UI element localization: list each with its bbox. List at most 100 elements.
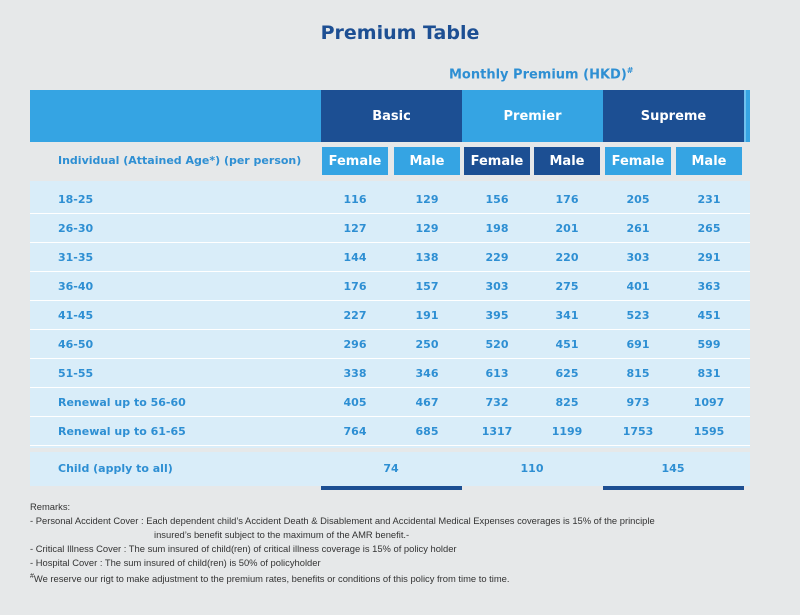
table-row	[30, 243, 750, 272]
premium-cell: 1317	[481, 425, 513, 438]
remarks-heading: Remarks:	[30, 501, 71, 512]
table-row	[30, 301, 750, 330]
premium-cell: 129	[415, 222, 439, 235]
age-band-label: 36-40	[58, 280, 94, 293]
supreme-underline	[603, 486, 744, 490]
gender-header-basic-female: Female	[322, 147, 388, 175]
table-row	[30, 185, 750, 214]
premium-cell: 685	[415, 425, 439, 438]
age-band-label: 18-25	[58, 193, 94, 206]
child-value-basic: 74	[383, 462, 399, 475]
premium-cell: 467	[415, 396, 439, 409]
remark-critical-illness: - Critical Illness Cover : The sum insur…	[30, 543, 457, 554]
individual-label: Individual (Attained Age*) (per person)	[58, 154, 302, 167]
premium-cell: 116	[343, 193, 367, 206]
basic-underline	[321, 486, 462, 490]
premium-cell: 303	[485, 280, 509, 293]
premium-cell: 265	[697, 222, 721, 235]
premium-cell: 191	[415, 309, 439, 322]
child-label: Child (apply to all)	[58, 462, 173, 475]
premium-cell: 338	[343, 367, 367, 380]
premium-cell: 291	[697, 251, 721, 264]
premium-cell: 303	[626, 251, 650, 264]
table-row	[30, 388, 750, 417]
premium-cell: 129	[415, 193, 439, 206]
premium-cell: 625	[555, 367, 579, 380]
premium-cell: 341	[555, 309, 579, 322]
premium-cell: 176	[555, 193, 579, 206]
premium-cell: 296	[343, 338, 367, 351]
gender-header-supreme-male: Male	[676, 147, 742, 175]
monthly-premium-label: Monthly Premium (HKD)	[449, 67, 627, 83]
premium-cell: 229	[485, 251, 509, 264]
premium-cell: 973	[626, 396, 650, 409]
premium-cell: 815	[626, 367, 650, 380]
remark-hospital: - Hospital Cover : The sum insured of ch…	[30, 557, 321, 568]
gender-header-supreme-female: Female	[605, 147, 671, 175]
table-row	[30, 359, 750, 388]
premium-cell: 261	[626, 222, 650, 235]
gender-header-premier-female: Female	[464, 147, 530, 175]
child-row	[30, 452, 750, 486]
premium-cell: 1595	[693, 425, 725, 438]
premium-cell: 732	[485, 396, 509, 409]
monthly-premium-mark: #	[626, 66, 634, 75]
premium-cell: 346	[415, 367, 439, 380]
premium-cell: 198	[485, 222, 509, 235]
premium-cell: 451	[555, 338, 579, 351]
premium-cell: 275	[555, 280, 579, 293]
child-value-premier: 110	[520, 462, 544, 475]
table-row	[30, 214, 750, 243]
age-band-label: Renewal up to 61-65	[58, 425, 186, 438]
table-row	[30, 417, 750, 446]
age-band-label: 51-55	[58, 367, 94, 380]
premium-cell: 520	[485, 338, 509, 351]
remark-personal-accident: - Personal Accident Cover : Each depende…	[30, 515, 655, 526]
premium-cell: 231	[697, 193, 721, 206]
monthly-premium-heading: Monthly Premium (HKD)#	[449, 66, 633, 82]
premium-cell: 144	[343, 251, 367, 264]
age-band-label: Renewal up to 56-60	[58, 396, 186, 409]
age-band-label: 41-45	[58, 309, 94, 322]
premium-cell: 363	[697, 280, 721, 293]
premium-cell: 250	[415, 338, 439, 351]
premium-cell: 1097	[693, 396, 725, 409]
table-row	[30, 272, 750, 301]
premium-cell: 395	[485, 309, 509, 322]
premium-cell: 764	[343, 425, 367, 438]
plan-header-basic: Basic	[321, 90, 462, 142]
premium-cell: 201	[555, 222, 579, 235]
premium-cell: 401	[626, 280, 650, 293]
premium-cell: 613	[485, 367, 509, 380]
table-row	[30, 330, 750, 359]
premium-cell: 451	[697, 309, 721, 322]
premium-cell: 156	[485, 193, 509, 206]
premium-cell: 227	[343, 309, 367, 322]
plan-header-supreme: Supreme	[603, 90, 746, 142]
premium-cell: 825	[555, 396, 579, 409]
premium-table-body	[30, 181, 750, 448]
premium-cell: 831	[697, 367, 721, 380]
remark-note-mark: #	[30, 573, 34, 580]
premium-cell: 127	[343, 222, 367, 235]
plan-header-premier: Premier	[462, 90, 603, 142]
premium-cell: 1753	[622, 425, 654, 438]
premium-cell: 599	[697, 338, 721, 351]
premium-cell: 205	[626, 193, 650, 206]
age-band-label: 31-35	[58, 251, 94, 264]
gender-header-premier-male: Male	[534, 147, 600, 175]
age-band-label: 26-30	[58, 222, 94, 235]
premium-cell: 176	[343, 280, 367, 293]
premium-cell: 523	[626, 309, 650, 322]
premium-cell: 220	[555, 251, 579, 264]
premium-cell: 1199	[551, 425, 583, 438]
remark-note: #We reserve our rigt to make adjustment …	[30, 570, 752, 586]
page-title: Premium Table	[320, 22, 480, 44]
child-value-supreme: 145	[661, 462, 685, 475]
premium-cell: 138	[415, 251, 439, 264]
remark-personal-accident-cont: insured’s benefit subject to the maximum…	[154, 529, 410, 540]
premium-cell: 157	[415, 280, 439, 293]
remark-note-text: We reserve our rigt to make adjustment t…	[33, 573, 510, 585]
gender-header-basic-male: Male	[394, 147, 460, 175]
premium-cell: 405	[343, 396, 367, 409]
